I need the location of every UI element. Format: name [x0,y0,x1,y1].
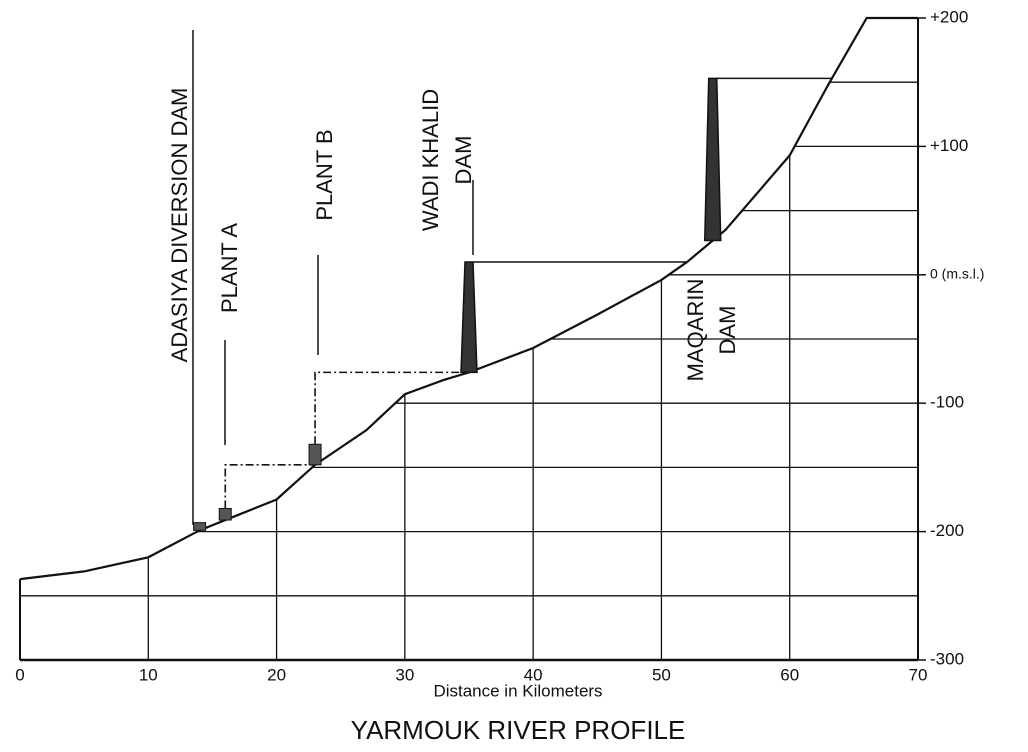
x-tick-label: 70 [909,665,928,684]
y-tick-label: -100 [930,393,964,412]
y-tick-label: -200 [930,521,964,540]
structure-label: ADASIYA DIVERSION DAM [167,88,192,363]
y-tick-label: +100 [930,136,968,155]
x-tick-label: 30 [395,665,414,684]
structure-label: PLANT B [312,129,337,220]
conduit [315,372,469,444]
structure [219,508,231,520]
structure [194,523,206,531]
dam [705,78,721,240]
y-tick-label: 0 (m.s.l.) [930,266,984,282]
chart: YARMOUK RIVER PROFILE Distance in Kilome… [0,0,1028,752]
x-tick-label: 60 [780,665,799,684]
x-tick-label: 0 [15,665,24,684]
dam [461,262,477,372]
chart-title: YARMOUK RIVER PROFILE [351,715,686,745]
x-tick-label: 20 [267,665,286,684]
x-tick-label: 50 [652,665,671,684]
structure-label: DAM [715,306,740,355]
y-tick-label: +200 [930,7,968,26]
structure [309,444,321,465]
x-axis-title: Distance in Kilometers [433,681,602,700]
structure-label: MAQARIN [683,279,708,382]
y-tick-label: -300 [930,649,964,668]
structure-label: PLANT A [217,223,242,313]
x-tick-label: 40 [524,665,543,684]
structure-label: WADI KHALID [418,89,443,231]
x-tick-label: 10 [139,665,158,684]
structure-label: DAM [451,136,476,185]
